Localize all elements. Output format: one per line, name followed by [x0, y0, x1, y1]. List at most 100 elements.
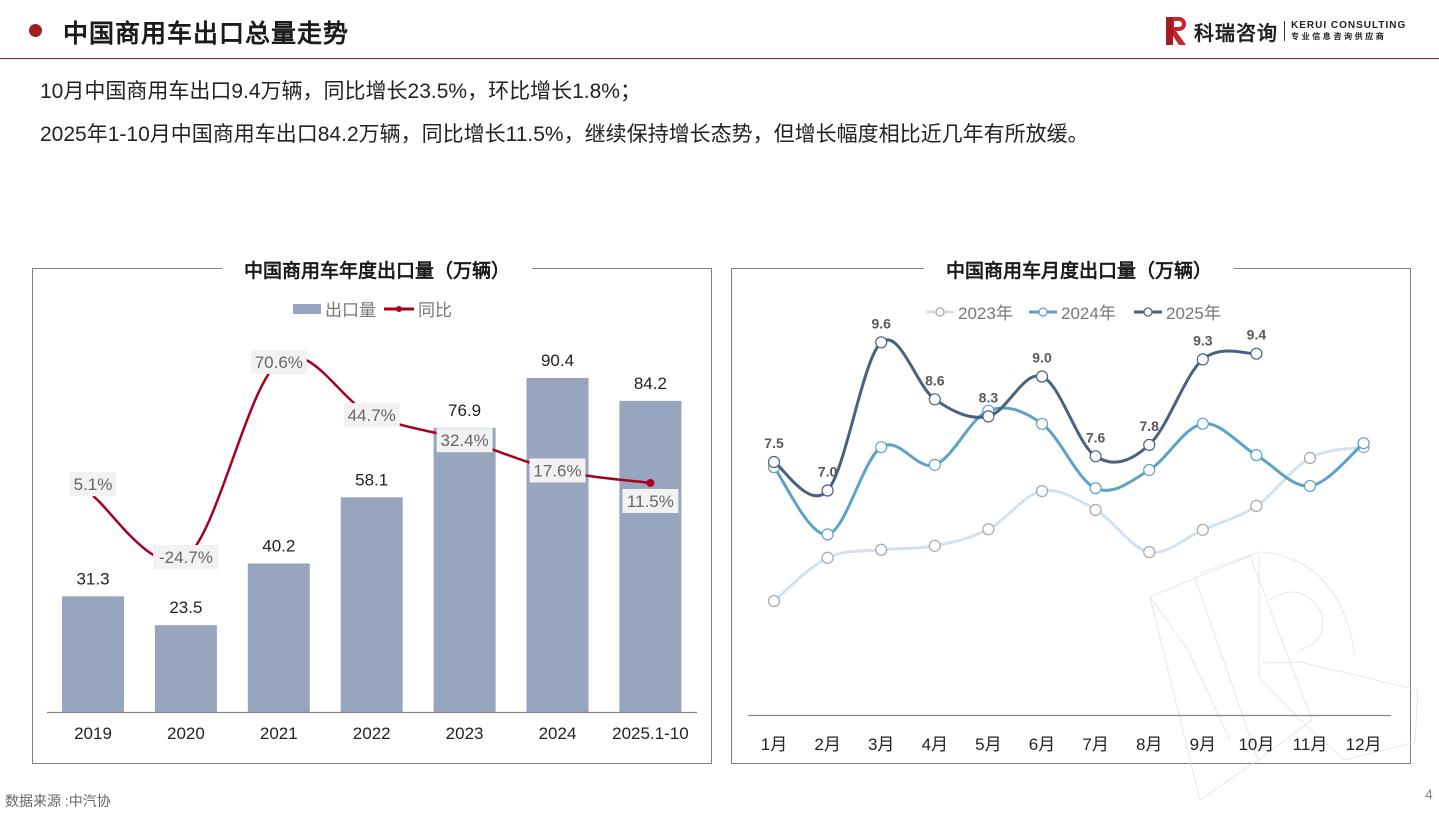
x-tick-label: 11月	[1293, 735, 1328, 754]
data-point	[821, 528, 834, 541]
x-tick-label: 2024	[539, 724, 577, 743]
x-tick-label: 7月	[1082, 735, 1108, 754]
legend-item: 2025年	[1134, 304, 1221, 323]
data-point	[1303, 451, 1317, 465]
logo-separator	[1284, 21, 1285, 41]
data-label: 7.8	[1139, 418, 1159, 434]
legend-item: 2024年	[1029, 304, 1116, 323]
x-tick-label: 4月	[922, 735, 948, 754]
data-label: 7.6	[1086, 429, 1106, 445]
x-tick-label: 2019	[74, 724, 112, 743]
data-label: 9.0	[1032, 350, 1052, 366]
yoy-label-box	[250, 350, 307, 375]
legend-swatch-bar	[293, 304, 321, 314]
data-point	[767, 455, 781, 469]
x-tick-label: 2025.1-10	[612, 724, 689, 743]
data-point	[928, 539, 941, 552]
page-number: 4	[1425, 786, 1433, 802]
bar-value-label: 23.5	[169, 598, 202, 617]
legend-label: 2023年	[958, 304, 1013, 323]
data-point	[1089, 482, 1102, 495]
series-line-2025年	[773, 338, 1257, 498]
data-point	[1357, 437, 1370, 450]
data-point	[1250, 499, 1263, 512]
yoy-value-label: 17.6%	[533, 461, 581, 480]
data-point	[982, 410, 995, 423]
data-point	[1035, 484, 1049, 498]
legend-label-bar: 出口量	[325, 301, 376, 320]
yoy-label-box	[343, 403, 400, 428]
monthly-chart-title: 中国商用车月度出口量（万辆）	[924, 256, 1235, 283]
data-label: 7.5	[764, 435, 784, 451]
yoy-label-box	[436, 428, 493, 453]
bar	[433, 427, 496, 712]
x-tick-label: 12月	[1346, 735, 1382, 754]
data-point	[1303, 479, 1317, 493]
yoy-value-label: 5.1%	[74, 475, 113, 494]
x-tick-label: 8月	[1136, 735, 1162, 754]
bar	[526, 377, 589, 712]
data-point	[928, 393, 941, 406]
logo-english-block: KERUI CONSULTING 专业信息咨询供应商	[1291, 20, 1406, 42]
bar-value-label: 58.1	[355, 470, 388, 489]
data-point	[928, 458, 941, 471]
data-point	[875, 543, 888, 556]
data-point	[1250, 449, 1263, 462]
bar-value-label: 90.4	[541, 351, 574, 370]
bar-value-label: 76.9	[448, 401, 481, 420]
data-point	[875, 336, 888, 349]
data-point	[1196, 523, 1209, 536]
bar	[340, 497, 403, 712]
annual-chart-title: 中国商用车年度出口量（万辆）	[222, 256, 533, 283]
data-point	[1035, 370, 1049, 383]
x-tick-label: 2月	[814, 735, 840, 754]
yoy-label-box	[153, 545, 219, 570]
summary-line-1: 10月中国商用车出口9.4万辆，同比增长23.5%，环比增长1.8%；	[40, 80, 641, 103]
yoy-label-box	[69, 472, 117, 497]
data-point	[821, 551, 834, 564]
title-bullet	[29, 24, 42, 37]
yoy-value-label: -24.7%	[159, 548, 213, 567]
legend: 出口量 同比	[293, 301, 452, 320]
legend-item: 2023年	[926, 304, 1013, 323]
data-point	[875, 441, 888, 454]
yoy-value-label: 32.4%	[440, 431, 488, 450]
data-point	[1089, 450, 1102, 463]
data-point	[1250, 347, 1263, 360]
bar	[247, 563, 310, 712]
bar-value-label: 31.3	[76, 569, 109, 588]
x-tick-label: 1月	[761, 735, 787, 754]
data-source: 数据来源 :中汽协	[5, 793, 111, 809]
legend-label-line: 同比	[418, 301, 452, 320]
data-point	[1196, 417, 1209, 430]
monthly-chart: 2023年 2024年 2025年 1月 2月 3月 4月 5月 6月 7月 8月 9月 10月 11月 1…	[748, 304, 1391, 754]
legend-marker	[935, 307, 945, 317]
annual-chart: 出口量 同比 31.3 2019 23.5 2020 40.2 2021 58.1 2022 76.…	[47, 301, 697, 743]
logo-chinese-name: 科瑞咨询	[1194, 22, 1278, 45]
data-point	[1143, 438, 1156, 451]
yoy-label-box	[622, 488, 679, 513]
bar	[619, 400, 682, 712]
data-point	[821, 484, 834, 497]
data-point	[1035, 417, 1049, 430]
legend-marker	[1143, 307, 1153, 317]
bar	[62, 596, 124, 712]
x-tick-label: 2022	[353, 724, 391, 743]
data-label: 8.3	[979, 389, 999, 405]
logo-tagline: 专业信息咨询供应商	[1291, 32, 1387, 41]
x-tick-label: 6月	[1029, 735, 1055, 754]
data-point	[1143, 545, 1156, 559]
logo-r-icon	[1166, 17, 1188, 45]
data-label: 9.6	[871, 315, 891, 331]
data-label: 7.0	[818, 464, 838, 480]
series-line-2024年	[772, 406, 1365, 536]
yoy-value-label: 70.6%	[255, 353, 303, 372]
summary-line-2: 2025年1-10月中国商用车出口84.2万辆，同比增长11.5%，继续保持增长…	[40, 123, 1089, 146]
yoy-value-label: 11.5%	[627, 492, 674, 511]
yoy-label-box	[529, 458, 586, 483]
bar	[154, 625, 217, 712]
bar-value-label: 40.2	[262, 536, 295, 555]
data-label: 8.6	[925, 372, 945, 388]
data-point	[1196, 353, 1209, 366]
